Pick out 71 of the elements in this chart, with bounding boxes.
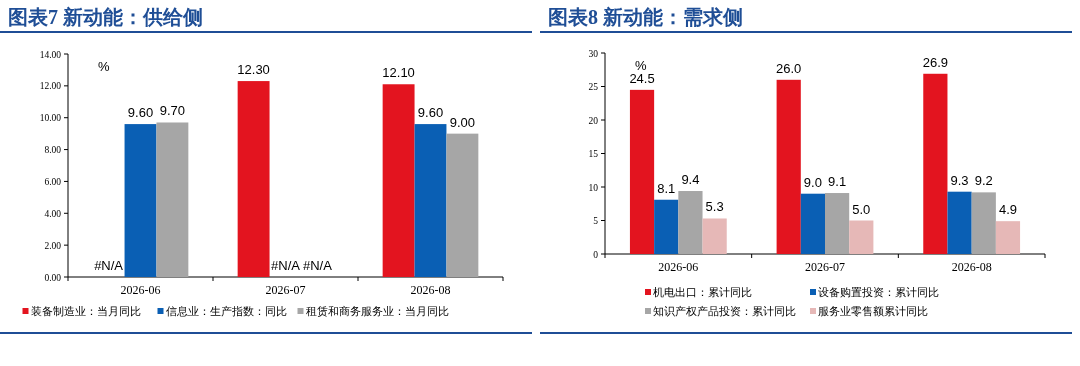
bar	[923, 73, 948, 254]
bar	[382, 84, 415, 277]
data-label: 9.1	[828, 174, 847, 190]
x-tick-label: 2026-06	[120, 283, 161, 297]
bar	[702, 218, 727, 254]
bar	[800, 193, 825, 254]
data-label: 9.70	[159, 103, 186, 119]
y-tick-label: 12.00	[39, 81, 62, 92]
x-tick-label: 2026-07	[265, 283, 306, 297]
y-tick-label: 15	[588, 149, 599, 159]
bar	[849, 220, 874, 254]
data-label: 5.0	[852, 201, 871, 217]
data-label: 9.2	[974, 173, 993, 189]
legend-label: 信息业：生产指数：同比	[165, 305, 287, 317]
data-label: 9.3	[950, 172, 969, 188]
y-tick-label: 4.00	[44, 208, 62, 219]
y-axis-title: %	[635, 58, 647, 73]
bar	[678, 191, 703, 254]
data-label: 5.3	[705, 199, 724, 215]
legend-label: 机电出口：累计同比	[653, 286, 752, 298]
bar	[971, 192, 996, 254]
bar	[776, 79, 801, 254]
data-label: 26.0	[776, 60, 802, 76]
x-tick-label: 2026-08	[951, 260, 992, 274]
text: #N/A	[271, 258, 300, 273]
data-label: 9.60	[127, 105, 154, 121]
y-tick-label: 2.00	[44, 240, 62, 251]
legend-label: 租赁和商务服务业：当月同比	[305, 305, 449, 317]
y-tick-label: 25	[588, 82, 599, 92]
y-tick-label: 30	[588, 48, 599, 59]
data-label: 8.1	[657, 180, 676, 196]
legend-label: 装备制造业：当月同比	[30, 305, 141, 317]
bar	[446, 133, 479, 277]
data-label: 9.0	[803, 174, 822, 190]
y-tick-label: 0	[593, 249, 599, 260]
data-label: 9.60	[417, 105, 444, 121]
data-label: 9.4	[681, 172, 700, 188]
chart-title: 图表8 新动能：需求侧	[548, 6, 743, 28]
text: #N/A	[94, 258, 124, 273]
bar	[995, 221, 1021, 254]
legend-label: 知识产权产品投资：累计同比	[653, 305, 796, 317]
data-label: 9.00	[449, 114, 476, 130]
text: #N/A	[302, 258, 332, 273]
x-tick-label: 2026-08	[410, 283, 451, 297]
data-label: 4.9	[998, 202, 1018, 218]
data-label: 12.10	[382, 65, 415, 81]
bar	[156, 122, 189, 277]
chart-title: 图表7 新动能：供给侧	[8, 6, 203, 28]
data-label: 26.9	[922, 54, 949, 70]
bar	[654, 199, 679, 254]
y-tick-label: 5	[593, 216, 599, 226]
y-axis-title: %	[98, 59, 110, 74]
y-tick-label: 10	[588, 182, 599, 193]
x-tick-label: 2026-06	[658, 260, 699, 274]
bar	[629, 89, 655, 254]
legend-label: 设备购置投资：累计同比	[818, 286, 939, 298]
y-tick-label: 0.00	[44, 272, 62, 283]
data-label: 12.30	[237, 62, 270, 78]
bar	[124, 124, 157, 277]
y-tick-label: 8.00	[44, 145, 62, 156]
bar	[414, 124, 447, 277]
y-tick-label: 10.00	[39, 113, 62, 124]
y-tick-label: 6.00	[44, 176, 62, 187]
bar	[947, 191, 972, 254]
bar	[825, 193, 850, 254]
y-tick-label: 14.00	[39, 49, 62, 60]
legend-label: 服务业零售额累计同比	[818, 305, 928, 317]
x-tick-label: 2026-07	[805, 260, 845, 274]
y-tick-label: 20	[588, 115, 599, 126]
data-label: 24.5	[629, 70, 655, 86]
bar	[237, 81, 270, 277]
